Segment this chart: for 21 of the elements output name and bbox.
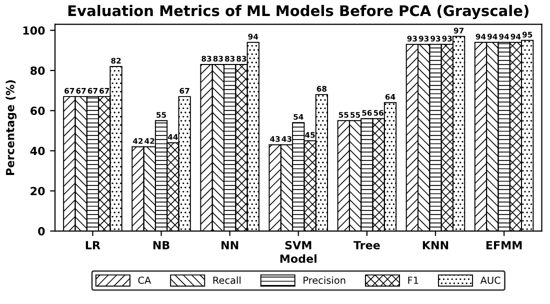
legend-label: AUC	[480, 276, 500, 284]
x-tick-label: NB	[153, 241, 170, 250]
x-tick-label: EFMM	[486, 241, 522, 250]
chart-title: Evaluation Metrics of ML Models Before PCA (Grayscale)	[68, 4, 528, 20]
y-tick-label: 20	[30, 186, 45, 196]
x-tick-label: NN	[222, 241, 238, 250]
y-tick-label: 40	[30, 146, 45, 156]
y-axis-title: Percentage (%)	[6, 80, 17, 175]
x-tick-label: Tree	[354, 241, 380, 250]
y-tick-label: 80	[30, 66, 45, 75]
x-tick-label: KNN	[422, 241, 448, 250]
x-axis-title: Model	[280, 254, 316, 263]
legend-label: F1	[408, 276, 418, 284]
legend-label: Recall	[213, 276, 240, 284]
x-tick-label: LR	[86, 241, 100, 250]
y-tick-label: 100	[23, 26, 45, 35]
y-tick-label: 0	[38, 227, 45, 236]
x-tick-label: SVM	[285, 240, 312, 250]
legend-label: CA	[138, 276, 152, 284]
y-tick-label: 60	[30, 106, 45, 115]
legend-label: Precision	[304, 276, 346, 284]
